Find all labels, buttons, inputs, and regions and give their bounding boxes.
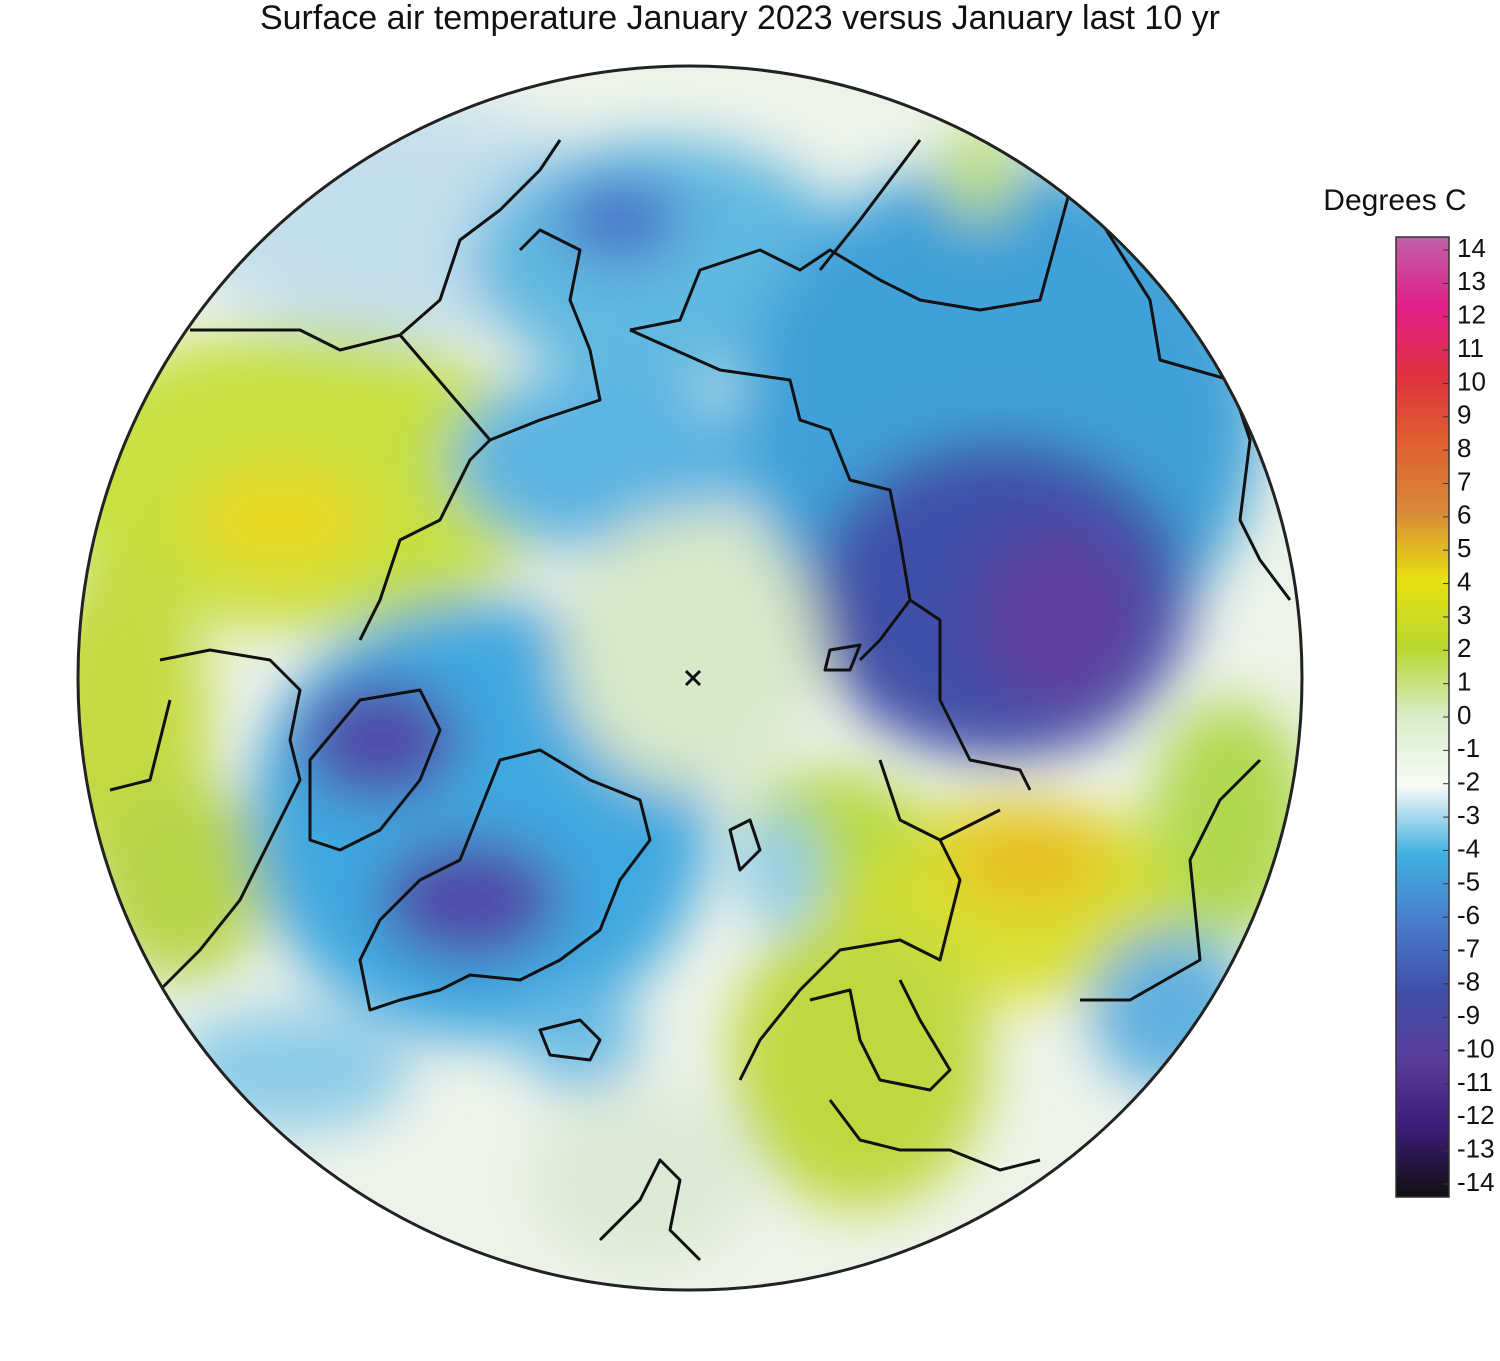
colorbar-tick-label: -14 <box>1457 1167 1495 1197</box>
colorbar-tick-label: 14 <box>1457 233 1486 263</box>
colorbar-tick-label: -12 <box>1457 1100 1495 1130</box>
colorbar-tick-label: 1 <box>1457 667 1471 697</box>
colorbar-tick-label: 0 <box>1457 700 1471 730</box>
colorbar-tick-label: -3 <box>1457 800 1480 830</box>
colorbar-tick-label: -4 <box>1457 833 1480 863</box>
colorbar-tick-label: 4 <box>1457 566 1471 596</box>
colorbar-tick-label: 3 <box>1457 600 1471 630</box>
colorbar-tick-label: -8 <box>1457 967 1480 997</box>
colorbar-tick-label: -11 <box>1457 1067 1493 1097</box>
title: Surface air temperature January 2023 ver… <box>260 0 1220 37</box>
map-border <box>76 64 1304 1292</box>
pole-marker <box>684 669 702 687</box>
colorbar-tick-label: 10 <box>1457 366 1486 396</box>
colorbar-tick-label: 13 <box>1457 266 1486 296</box>
colorbar-tick-label: 12 <box>1457 300 1486 330</box>
colorbar-tick-label: 8 <box>1457 433 1471 463</box>
colorbar-tick-label: -13 <box>1457 1134 1495 1164</box>
colorbar-tick-label: -6 <box>1457 900 1480 930</box>
colorbar-tick-label: 6 <box>1457 500 1471 530</box>
colorbar <box>1395 236 1450 1198</box>
colorbar-tick-label: 9 <box>1457 400 1471 430</box>
colorbar-tick-label: 2 <box>1457 633 1471 663</box>
colorbar-tick-label: 7 <box>1457 466 1471 496</box>
colorbar-tick-label: -5 <box>1457 867 1480 897</box>
colorbar-tick-label: -10 <box>1457 1033 1495 1063</box>
colorbar-tick-label: -1 <box>1457 733 1480 763</box>
colorbar-tick-label: -2 <box>1457 767 1480 797</box>
colorbar-tick-label: 11 <box>1457 333 1484 363</box>
colorbar-label: Degrees C <box>1323 184 1466 217</box>
colorbar-tick-label: -7 <box>1457 933 1480 963</box>
colorbar-tick-label: 5 <box>1457 533 1471 563</box>
colorbar-tick-label: -9 <box>1457 1000 1480 1030</box>
